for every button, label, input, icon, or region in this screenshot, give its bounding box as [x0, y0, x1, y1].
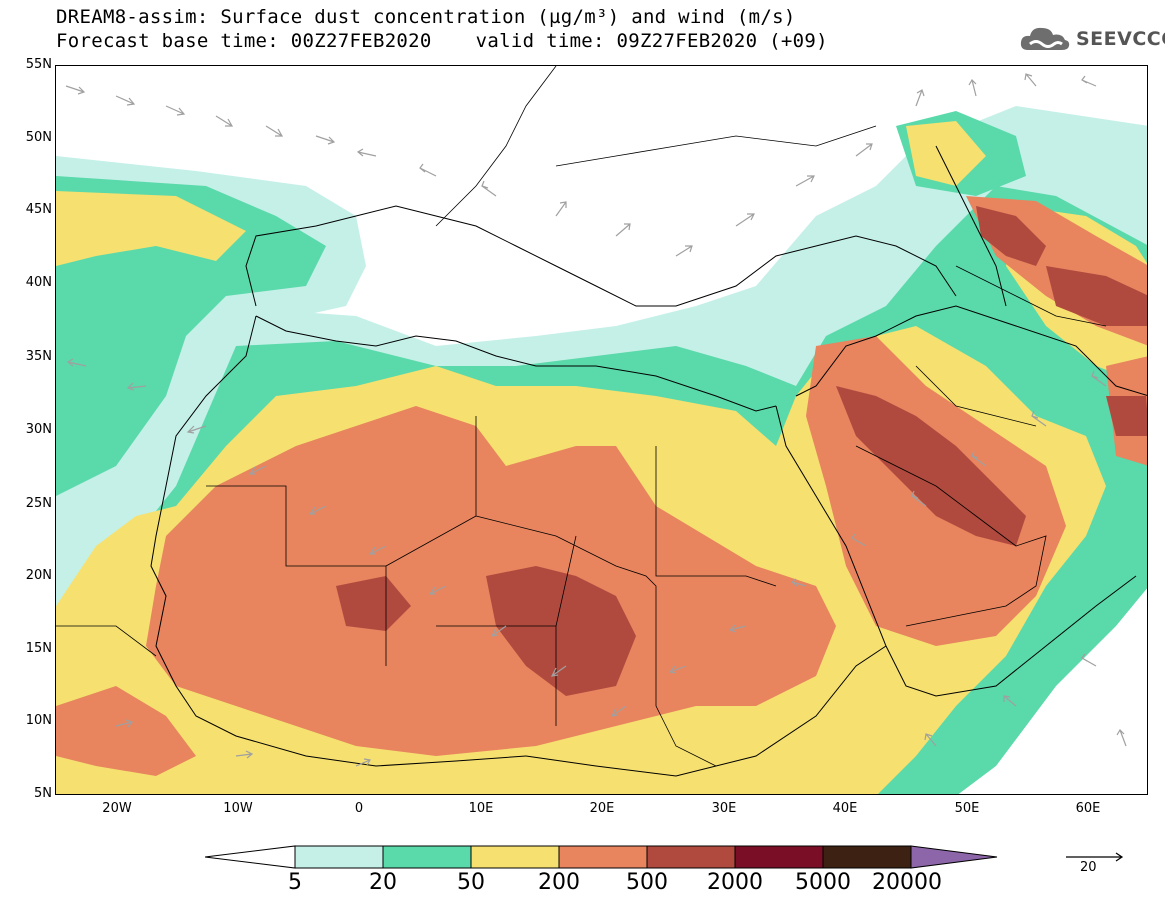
colorbar-label: 5000: [795, 870, 851, 895]
lat-label: 10N: [25, 713, 52, 728]
colorbar: [205, 845, 998, 869]
colorbar-segment: [646, 845, 736, 869]
lon-label: 10W: [223, 801, 253, 816]
map-title: DREAM8-assim: Surface dust concentration…: [56, 6, 796, 28]
map-canvas: [56, 66, 1147, 794]
colorbar-segment: [294, 845, 384, 869]
colorbar-high-extension: [910, 845, 998, 869]
forecast-times: Forecast base time: 00Z27FEB2020 valid ti…: [56, 30, 828, 52]
lon-label: 20W: [102, 801, 132, 816]
wind-reference-arrow: [1066, 852, 1124, 862]
colorbar-label: 50: [457, 870, 485, 895]
lon-label: 0: [354, 801, 364, 816]
wind-vectors: [65, 73, 1127, 767]
lat-label: 40N: [25, 275, 52, 290]
lon-label: 60E: [1075, 801, 1101, 816]
lat-label: 45N: [25, 202, 52, 217]
lon-label: 40E: [832, 801, 858, 816]
lon-label: 20E: [589, 801, 615, 816]
lat-label: 30N: [25, 422, 52, 437]
colorbar-label: 2000: [707, 870, 763, 895]
lat-label: 15N: [25, 641, 52, 656]
colorbar-low-extension: [205, 845, 296, 869]
colorbar-label: 5: [288, 870, 302, 895]
lat-label: 35N: [25, 349, 52, 364]
base-time: Forecast base time: 00Z27FEB2020: [56, 30, 432, 52]
lat-label: 5N: [34, 786, 52, 801]
colorbar-label: 500: [626, 870, 668, 895]
colorbar-label: 20000: [872, 870, 942, 895]
colorbar-segment: [734, 845, 824, 869]
dust-concentration-field: [56, 106, 1147, 794]
colorbar-label: 200: [538, 870, 580, 895]
colorbar-label: 20: [369, 870, 397, 895]
colorbar-segment: [558, 845, 648, 869]
logo-text: SEEVCCC: [1076, 28, 1165, 50]
wind-reference-label: 20: [1080, 860, 1097, 875]
lon-label: 30E: [711, 801, 737, 816]
valid-time: valid time: 09Z27FEB2020 (+09): [475, 30, 828, 52]
seevccc-logo: SEEVCCC: [1018, 24, 1165, 54]
colorbar-segment: [470, 845, 560, 869]
lat-label: 25N: [25, 496, 52, 511]
colorbar-segment: [822, 845, 912, 869]
lat-label: 20N: [25, 568, 52, 583]
cloud-logo-icon: [1020, 27, 1070, 50]
colorbar-segment: [382, 845, 472, 869]
borders: [56, 66, 1107, 767]
lat-label: 55N: [25, 57, 52, 72]
dust-map: [55, 65, 1148, 795]
coastlines: [150, 145, 1147, 777]
lon-label: 50E: [954, 801, 980, 816]
lon-label: 10E: [468, 801, 494, 816]
lat-label: 50N: [25, 130, 52, 145]
